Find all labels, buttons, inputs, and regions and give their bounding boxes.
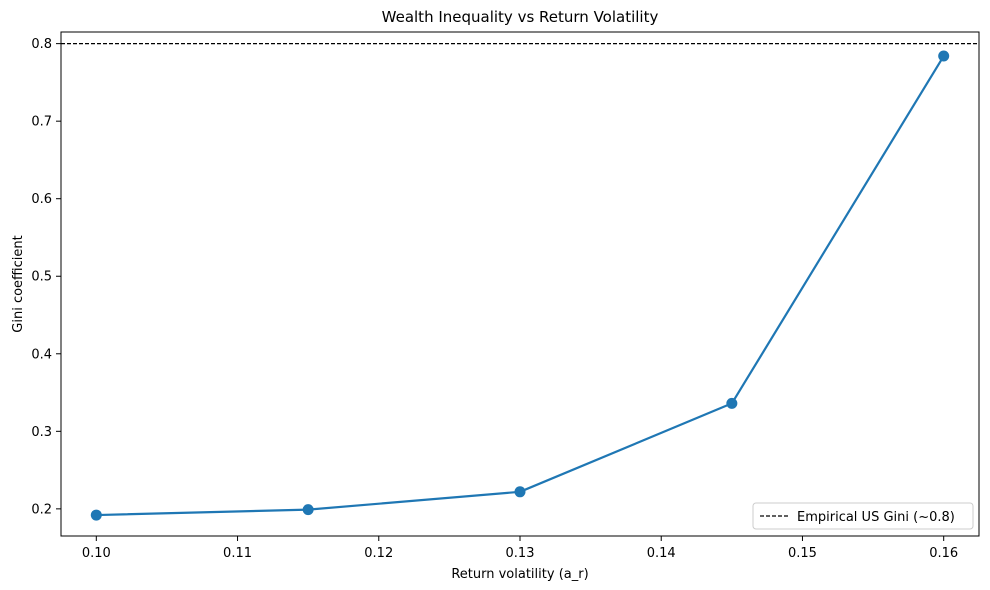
x-tick-label: 0.16	[929, 546, 958, 561]
plot-frame	[60, 31, 980, 537]
x-tick-label: 0.11	[223, 546, 252, 561]
y-tick-label: 0.6	[31, 192, 52, 207]
series-line	[96, 55, 945, 517]
legend-box	[752, 502, 974, 530]
y-axis-label: Gini coefficient	[11, 235, 26, 332]
x-tick-label: 0.13	[506, 546, 535, 561]
x-axis-ticks: 0.10 0.11 0.12 0.13 0.14 0.15 0.16	[82, 536, 958, 561]
x-tick-label: 0.10	[82, 546, 111, 561]
y-tick-label: 0.3	[31, 425, 52, 440]
x-tick-label: 0.14	[647, 546, 676, 561]
y-tick-label: 0.4	[31, 347, 52, 362]
y-tick-label: 0.8	[31, 37, 52, 52]
data-point	[938, 50, 950, 62]
chart-title: Wealth Inequality vs Return Volatility	[382, 8, 659, 26]
series-lines	[96, 55, 945, 517]
x-axis-label: Return volatility (a_r)	[451, 567, 588, 582]
data-point	[90, 509, 102, 521]
legend-entry-label: Empirical US Gini (~0.8)	[797, 510, 955, 525]
y-tick-label: 0.5	[31, 270, 52, 285]
data-point	[514, 486, 526, 498]
y-tick-label: 0.7	[31, 115, 52, 130]
data-point	[302, 504, 314, 516]
y-tick-label: 0.2	[31, 502, 52, 517]
x-tick-label: 0.15	[788, 546, 817, 561]
data-point	[726, 397, 738, 409]
legend: Empirical US Gini (~0.8)	[752, 502, 974, 530]
x-tick-label: 0.12	[364, 546, 393, 561]
y-axis-ticks: 0.2 0.3 0.4 0.5 0.6 0.7 0.8	[31, 37, 61, 517]
series-points	[90, 50, 950, 521]
